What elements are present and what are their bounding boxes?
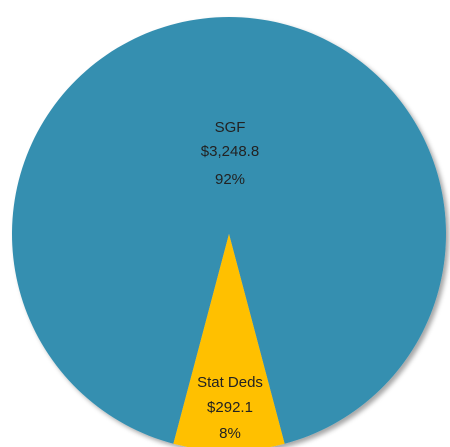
slice-value-label: $3,248.8 — [201, 143, 259, 160]
pie — [11, 17, 447, 447]
slice-label: Stat Deds — [197, 374, 263, 391]
slice-value-label: $292.1 — [207, 399, 253, 416]
pie-slice — [173, 234, 285, 447]
slice-percent-label: 8% — [219, 425, 241, 442]
slice-label: SGF — [215, 119, 246, 136]
pie-slice — [11, 17, 447, 444]
slice-percent-label: 92% — [215, 171, 245, 188]
